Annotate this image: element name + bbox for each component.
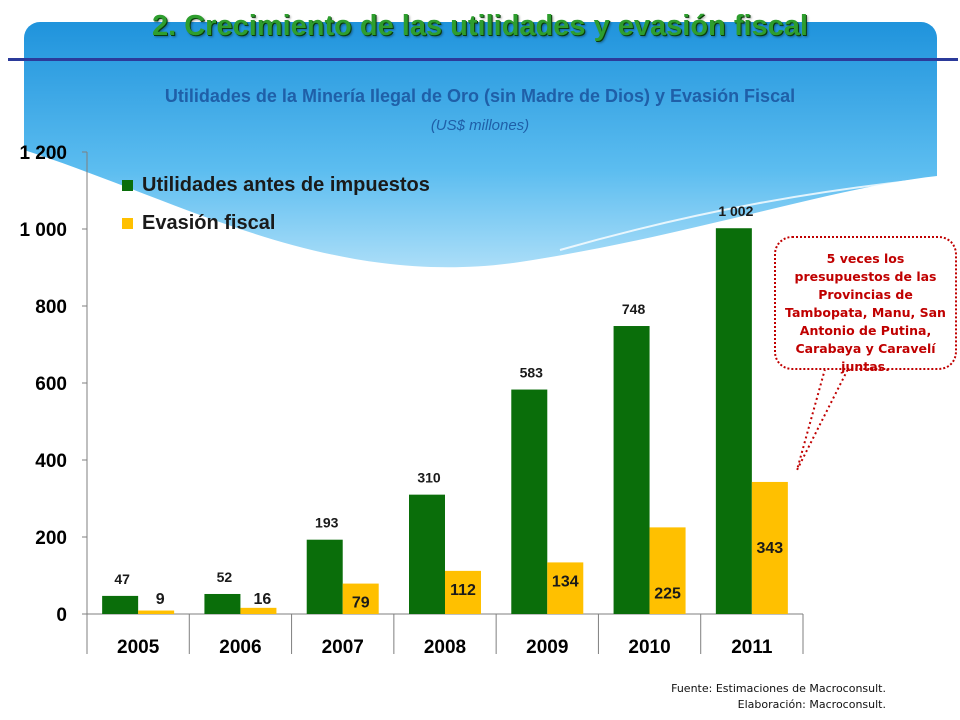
y-tick-label-0: 0 xyxy=(56,605,67,626)
data-label-s1-2005: 9 xyxy=(156,591,165,608)
data-label-s1-2007: 79 xyxy=(352,595,370,612)
legend-swatch-utilidades xyxy=(122,179,133,191)
bar-s0-2007 xyxy=(306,539,343,614)
bar-s0-2006 xyxy=(204,593,241,614)
data-label-s0-2011: 1 002 xyxy=(718,203,753,219)
bar-s1-2008 xyxy=(445,570,481,614)
source-note: Fuente: Estimaciones de Macroconsult. xyxy=(671,682,886,695)
y-tick-label-200: 200 xyxy=(35,528,67,549)
bar-s1-2010 xyxy=(649,527,686,614)
x-tick-label-2009: 2009 xyxy=(526,637,568,658)
bar-s1-2011 xyxy=(751,481,788,614)
data-label-s0-2005: 47 xyxy=(114,571,130,587)
bar-s1-2006 xyxy=(240,607,277,614)
slide-title: 2. Crecimiento de las utilidades y evasi… xyxy=(152,10,808,42)
data-label-s0-2006: 52 xyxy=(217,569,233,585)
y-tick-label-800: 800 xyxy=(35,297,67,318)
x-tick-label-2006: 2006 xyxy=(219,637,261,658)
bar-s0-2010 xyxy=(613,326,650,614)
bar-s1-2007 xyxy=(342,583,379,614)
data-label-s0-2007: 193 xyxy=(315,515,339,531)
chart-legend: Utilidades antes de impuestos Evasión fi… xyxy=(122,166,430,242)
legend-swatch-evasion xyxy=(122,217,133,229)
y-tick-label-1000: 1 000 xyxy=(19,220,67,241)
footer-notes: Fuente: Estimaciones de Macroconsult. El… xyxy=(671,681,886,713)
chart-title: Utilidades de la Minería Ilegal de Oro (… xyxy=(164,86,796,106)
x-tick-label-2005: 2005 xyxy=(117,637,160,658)
data-label-s1-2010: 225 xyxy=(654,585,681,602)
data-label-s0-2009: 583 xyxy=(520,365,544,381)
data-label-s0-2008: 310 xyxy=(417,470,441,486)
elaboration-note: Elaboración: Macroconsult. xyxy=(737,698,886,711)
y-tick-label-600: 600 xyxy=(35,374,67,395)
data-label-s1-2009: 134 xyxy=(552,573,579,590)
legend-label-utilidades: Utilidades antes de impuestos xyxy=(142,173,430,196)
y-tick-label-1200: 1 200 xyxy=(19,143,67,164)
x-tick-label-2010: 2010 xyxy=(628,637,670,658)
bar-s0-2005 xyxy=(102,595,139,614)
data-label-s1-2006: 16 xyxy=(254,591,272,608)
x-tick-label-2008: 2008 xyxy=(424,637,466,658)
data-label-s0-2010: 748 xyxy=(622,301,646,317)
y-tick-label-400: 400 xyxy=(35,451,67,472)
title-rule xyxy=(8,58,958,61)
x-tick-label-2007: 2007 xyxy=(322,637,364,658)
chart-subtitle: (US$ millones) xyxy=(430,117,530,134)
legend-item-utilidades: Utilidades antes de impuestos xyxy=(122,166,430,204)
bar-s1-2009 xyxy=(547,562,584,614)
bar-s0-2011 xyxy=(715,228,752,615)
bar-s0-2009 xyxy=(511,389,548,614)
data-label-s1-2008: 112 xyxy=(450,582,476,599)
data-label-s1-2011: 343 xyxy=(757,540,784,557)
x-tick-label-2011: 2011 xyxy=(731,637,773,658)
callout-note: 5 veces los presupuestos de las Provinci… xyxy=(774,236,957,374)
bar-s0-2008 xyxy=(409,494,445,614)
bar-s1-2005 xyxy=(138,610,175,614)
legend-label-evasion: Evasión fiscal xyxy=(142,211,276,234)
legend-item-evasion: Evasión fiscal xyxy=(122,204,430,242)
